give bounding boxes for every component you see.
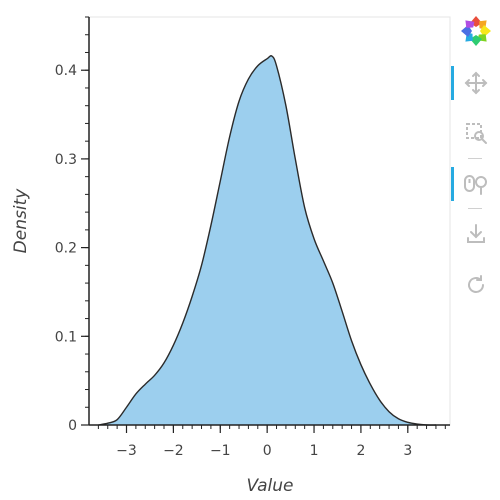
pan-tool-active-indicator — [451, 66, 454, 100]
x-tick-label: −2 — [163, 443, 184, 459]
y-tick-label: 0.1 — [55, 329, 77, 345]
pan-tool-button[interactable] — [451, 66, 500, 100]
y-tick-label: 0.3 — [55, 152, 77, 168]
bokeh-logo[interactable] — [452, 14, 500, 48]
density-area — [98, 55, 436, 426]
x-tick-label: 2 — [356, 443, 365, 459]
wheel-zoom-icon — [464, 175, 487, 195]
y-axis-label: Density — [11, 188, 31, 254]
y-tick-label: 0.2 — [55, 241, 77, 257]
reset-tool-button[interactable] — [452, 268, 500, 302]
x-tick-label: −3 — [116, 443, 137, 459]
y-tick-label: 0 — [68, 418, 77, 434]
axes: 0 0.1 0.2 0.3 0.4 −3 −2 −1 0 1 2 3 — [55, 16, 450, 459]
pan-arrows-icon — [464, 71, 488, 95]
wheel-zoom-tool-active-indicator — [451, 167, 454, 201]
save-download-icon — [467, 224, 485, 243]
reset-icon — [468, 275, 484, 293]
bokeh-logo-icon — [461, 16, 491, 46]
x-tick-label: 1 — [310, 443, 319, 459]
density-line — [98, 55, 436, 426]
x-tick-label: 3 — [403, 443, 412, 459]
wheel-zoom-tool-button[interactable] — [451, 167, 500, 201]
save-tool-button[interactable] — [452, 217, 500, 251]
x-tick-label: 0 — [263, 443, 272, 459]
toolbar-separator — [468, 158, 482, 159]
toolbar-separator — [468, 208, 482, 209]
plot-toolbar — [451, 14, 500, 314]
x-axis-label: Value — [247, 476, 294, 496]
y-tick-label: 0.4 — [55, 63, 77, 79]
x-tick-label: −1 — [210, 443, 231, 459]
box-zoom-icon — [466, 123, 487, 144]
box-zoom-tool-button[interactable] — [452, 116, 500, 150]
